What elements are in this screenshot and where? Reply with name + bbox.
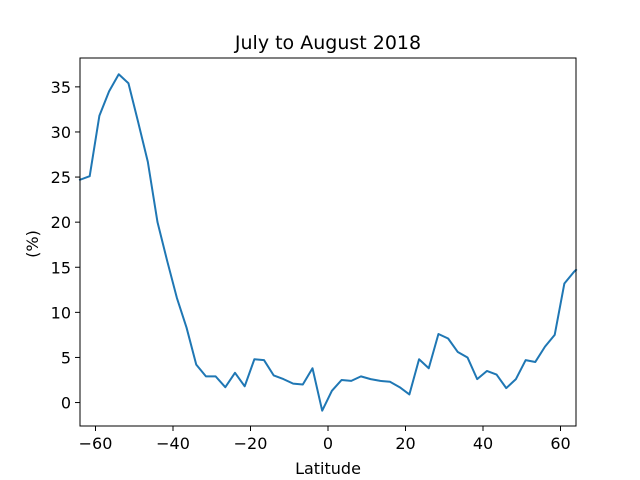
series-line-0	[78, 73, 578, 412]
y-tick-label-2: 10	[51, 303, 71, 322]
y-tick-label-4: 20	[51, 213, 71, 232]
x-tick-label-6: 60	[550, 434, 570, 453]
y-tick-label-1: 5	[61, 348, 71, 367]
y-tick-label-5: 25	[51, 168, 71, 187]
x-tick-label-3: 0	[323, 434, 333, 453]
x-axis-label: Latitude	[295, 459, 361, 478]
y-tick-label-3: 15	[51, 258, 71, 277]
plot-background	[80, 58, 576, 426]
y-tick-label-0: 0	[61, 394, 71, 413]
plot-area: −60 −40 −20 0 20 40 60 0 5 10 15 20 25 30 35	[51, 57, 578, 453]
y-tick-label-6: 30	[51, 123, 71, 142]
x-tick-label-2: −20	[234, 434, 268, 453]
x-tick-label-1: −40	[156, 434, 190, 453]
x-tick-label-4: 20	[395, 434, 415, 453]
x-tick-label-0: −60	[79, 434, 113, 453]
x-tick-label-5: 40	[473, 434, 493, 453]
y-tick-label-7: 35	[51, 78, 71, 97]
chart-title: July to August 2018	[234, 32, 421, 54]
y-axis-label: (%)	[23, 230, 42, 258]
